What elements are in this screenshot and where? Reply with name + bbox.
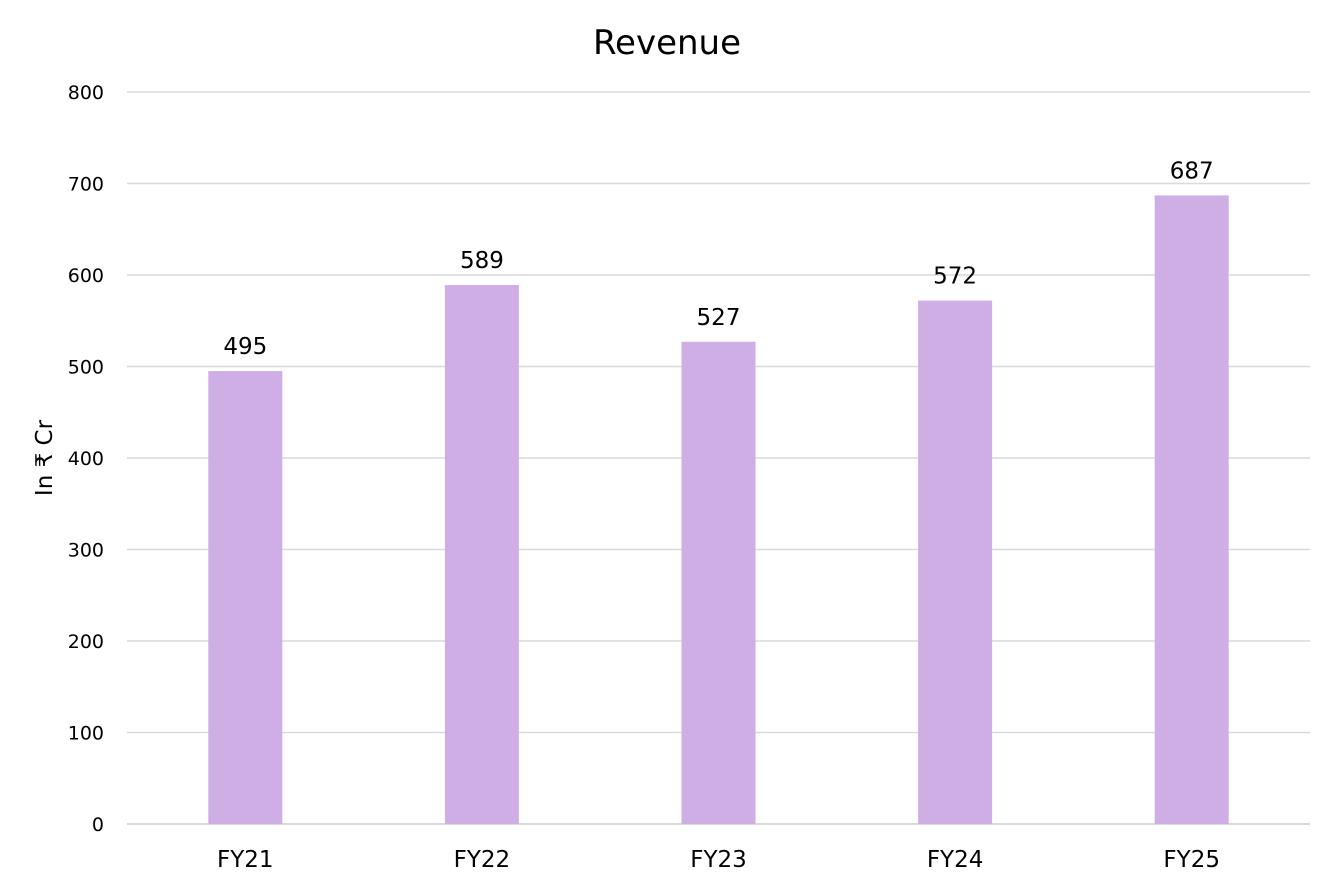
- y-tick-label: 600: [68, 265, 104, 287]
- bars: [208, 195, 1229, 824]
- y-tick-label: 200: [68, 631, 104, 653]
- x-category-label: FY25: [1163, 847, 1220, 873]
- y-axis-ticks: 0 100 200 300 400 500 600 700 800: [68, 82, 104, 836]
- x-category-label: FY23: [690, 847, 747, 873]
- y-tick-label: 100: [68, 723, 104, 745]
- chart-title: Revenue: [593, 23, 741, 63]
- data-label-fy21: 495: [223, 334, 267, 360]
- x-category-label: FY24: [927, 847, 984, 873]
- bar-fy25: [1154, 195, 1229, 824]
- x-axis-categories: FY21 FY22 FY23 FY24 FY25: [217, 847, 1220, 873]
- y-tick-label: 500: [68, 357, 104, 379]
- data-label-fy23: 527: [697, 305, 741, 331]
- x-category-label: FY22: [454, 847, 511, 873]
- y-tick-label: 400: [68, 448, 104, 470]
- y-tick-label: 300: [68, 540, 104, 562]
- x-category-label: FY21: [217, 847, 274, 873]
- y-tick-label: 0: [92, 814, 104, 836]
- bar-fy22: [444, 285, 519, 824]
- y-tick-label: 700: [68, 174, 104, 196]
- y-axis-label: In ₹ Cr: [32, 419, 58, 496]
- data-label-fy24: 572: [933, 264, 977, 290]
- bar-fy23: [681, 341, 756, 824]
- data-label-fy22: 589: [460, 248, 504, 274]
- bar-fy24: [918, 300, 993, 824]
- data-label-fy25: 687: [1170, 158, 1214, 184]
- y-tick-label: 800: [68, 82, 104, 104]
- data-labels: 495 589 527 572 687: [223, 158, 1213, 360]
- bar-fy21: [208, 371, 283, 824]
